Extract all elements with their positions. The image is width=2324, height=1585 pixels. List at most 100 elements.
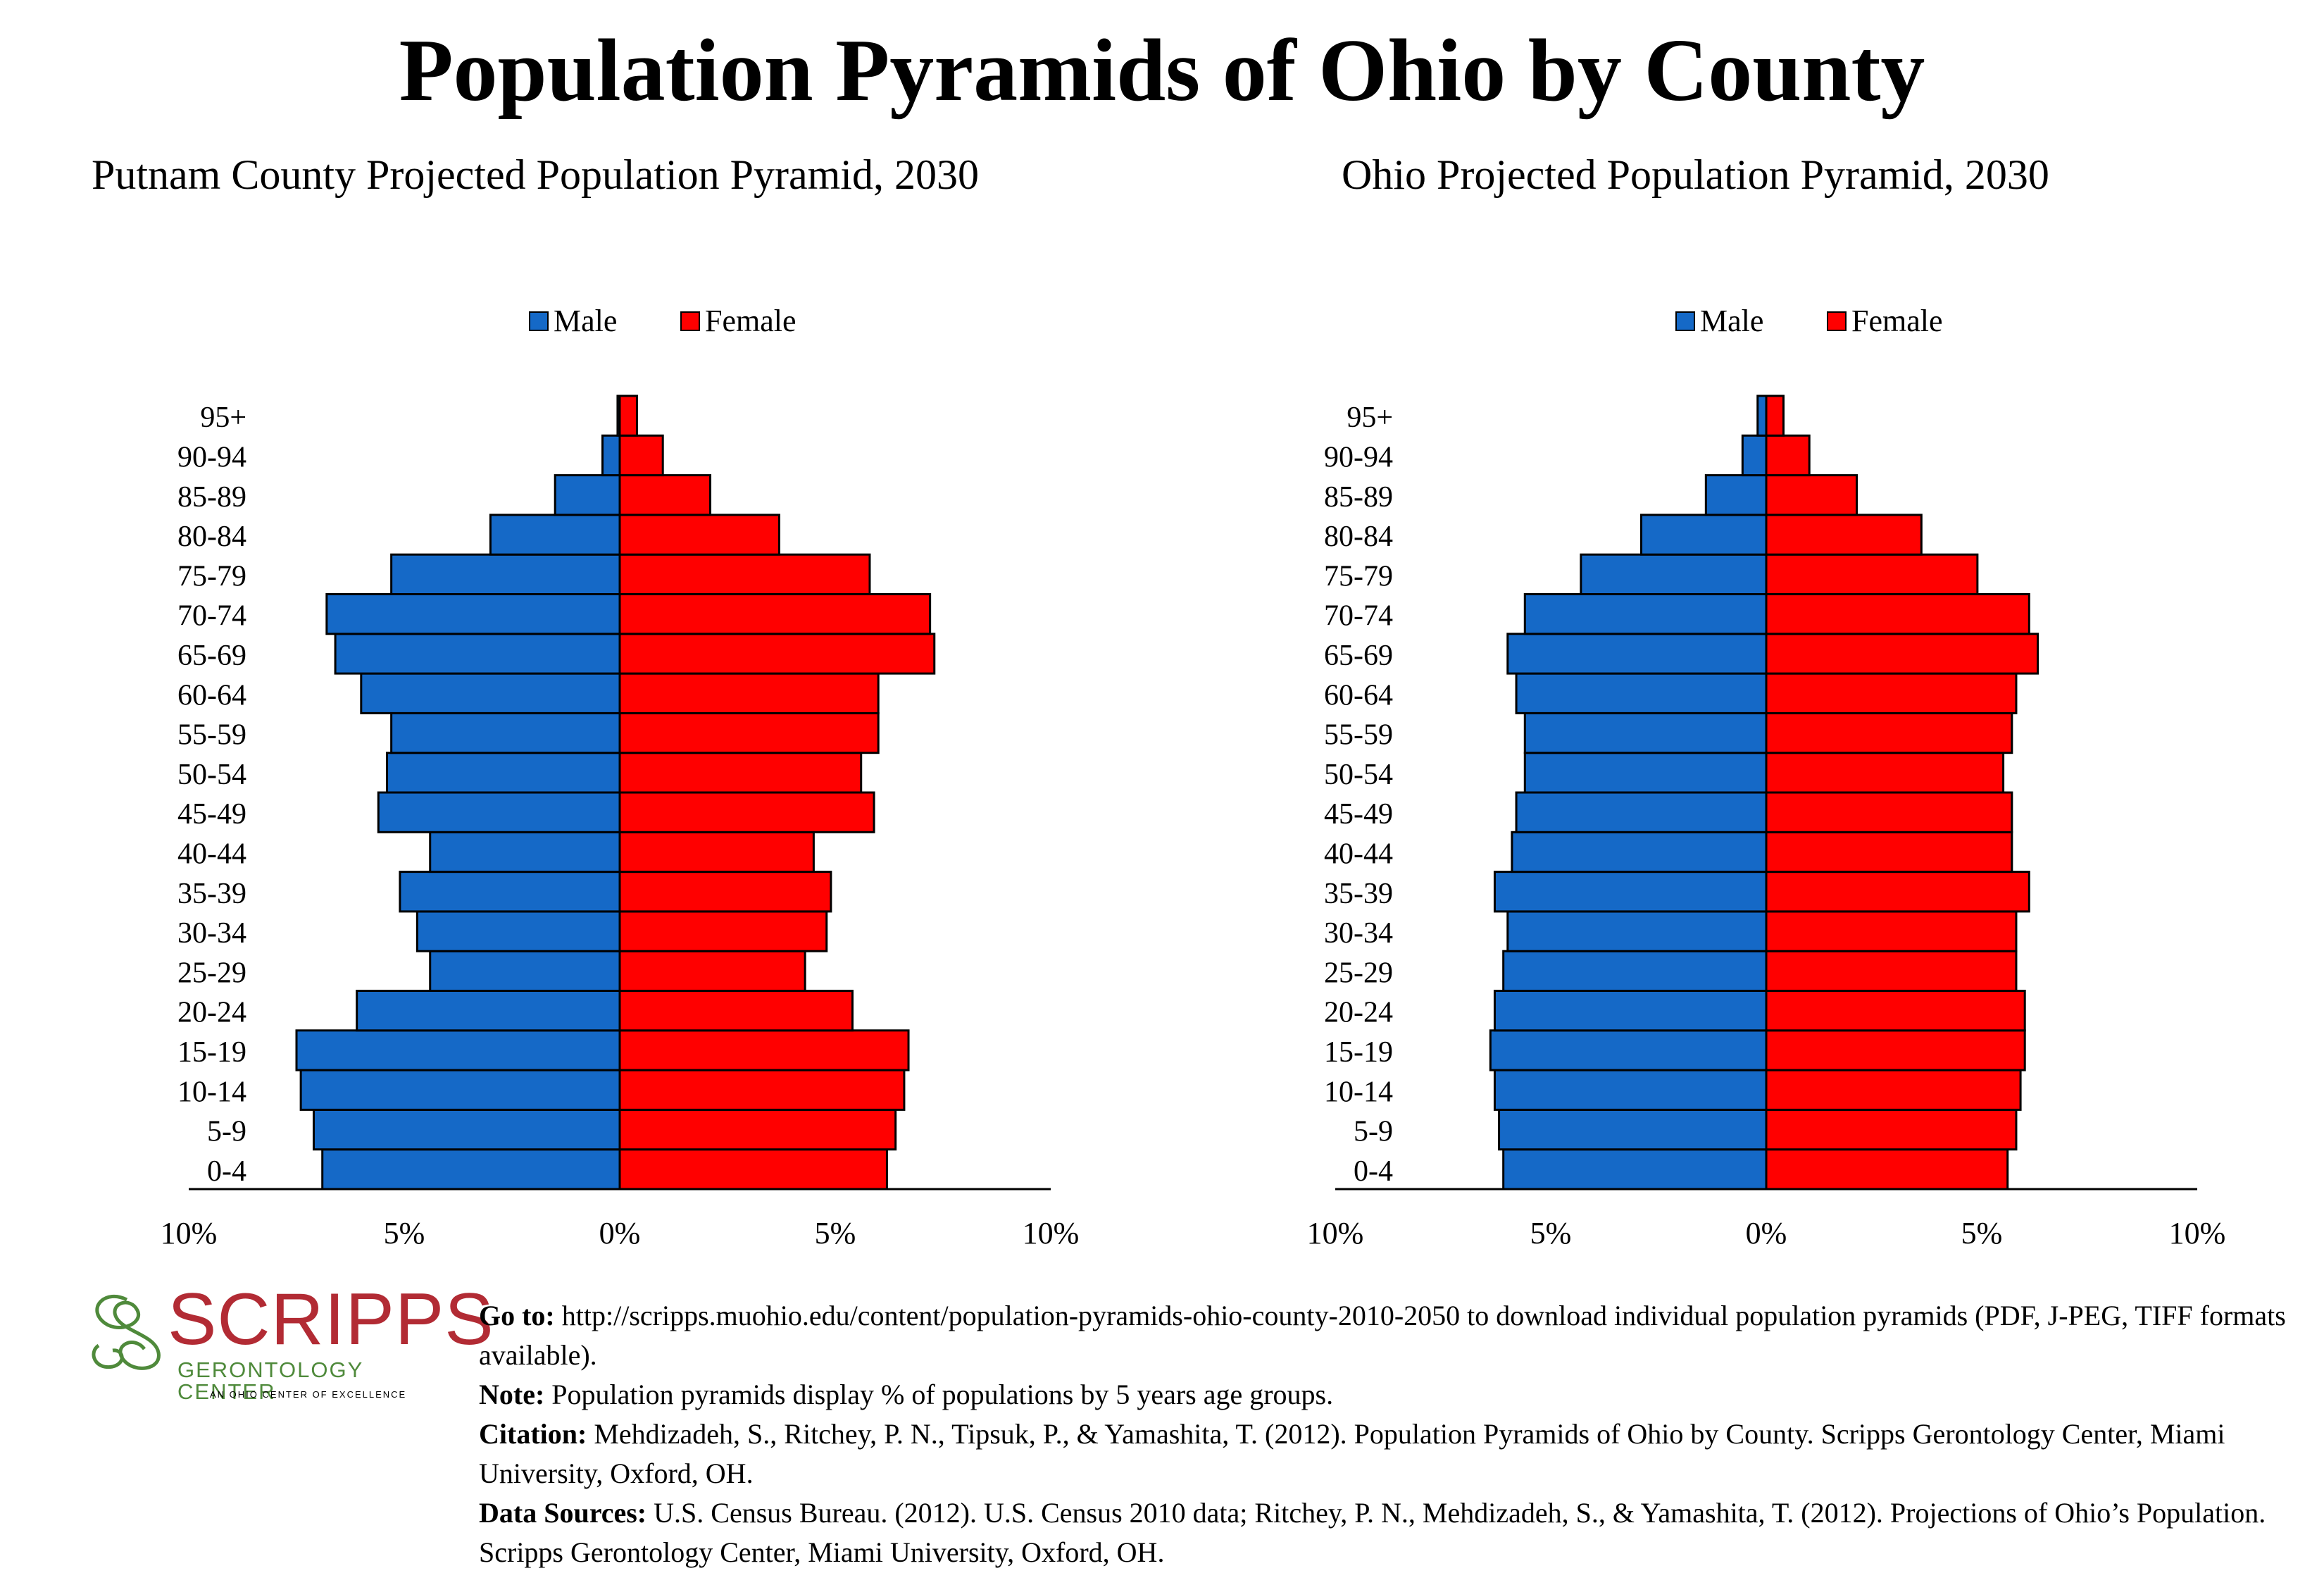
female-bar [618,871,832,913]
male-bar [1756,394,1768,437]
male-bar [1515,672,1768,714]
sources-text: U.S. Census Bureau. (2012). U.S. Census … [479,1497,2266,1568]
age-group-label: 20-24 [177,997,246,1029]
x-tick-label: 5% [1530,1216,1572,1250]
male-bar [321,1148,621,1191]
legend: Male Female [1675,304,1943,338]
female-bar [618,1069,906,1111]
age-group-label: 40-44 [1324,838,1393,870]
female-bar [618,553,871,596]
age-group-label: 25-29 [177,957,246,989]
age-group-label: 65-69 [177,640,246,672]
male-bar [386,752,621,794]
legend-swatch-female [1827,311,1847,331]
female-bar [1765,990,2026,1032]
x-tick-label: 10% [1307,1216,1364,1250]
x-tick-label: 5% [815,1216,856,1250]
citation-text: Mehdizadeh, S., Ritchey, P. N., Tipsuk, … [479,1418,2225,1489]
chart-title: Putnam County Projected Population Pyram… [92,151,979,198]
age-group-label: 70-74 [1324,600,1393,633]
female-bar [618,990,854,1032]
male-bar [399,871,621,913]
female-bar [1765,553,1979,596]
legend-swatch-male [529,311,549,331]
female-bar [1765,633,2039,675]
logo-name: SCRIPPS [168,1279,494,1360]
pyramid-chart-1: Putnam County Projected Population Pyram… [92,151,1079,1250]
x-tick-label: 10% [2169,1216,2226,1250]
age-group-label: 10-14 [177,1076,246,1108]
age-group-label: 90-94 [1324,441,1393,473]
male-bar [1523,593,1768,635]
female-bar [618,831,815,874]
male-bar [1511,831,1768,874]
male-bar [1704,474,1768,516]
sources-label: Data Sources: [479,1497,647,1529]
female-bar [1765,711,2013,754]
male-bar [429,950,621,992]
female-bar [1765,791,2013,833]
x-tick-label: 0% [599,1216,641,1250]
age-group-label: 75-79 [177,560,246,592]
female-bar [618,672,880,714]
female-bar [1765,910,2018,952]
age-group-label: 0-4 [207,1155,246,1188]
data-sources: Data Sources: U.S. Census Bureau. (2012)… [479,1493,2310,1572]
x-tick-label: 0% [1746,1216,1787,1250]
page-title: Population Pyramids of Ohio by County [399,22,1925,120]
age-group-label: 30-34 [177,917,246,950]
age-group-label: 50-54 [1324,759,1393,791]
age-group-label: 30-34 [1324,917,1393,950]
x-tick-label: 5% [1961,1216,2003,1250]
male-bar [416,910,621,952]
female-bar [618,474,712,516]
legend-swatch-female [680,311,700,331]
female-bar [1765,514,1923,556]
age-group-label: 5-9 [207,1116,246,1148]
female-bar [1765,434,1811,477]
age-group-label: 95+ [200,402,246,434]
age-group-label: 80-84 [1324,521,1393,553]
female-bar [618,711,880,754]
male-bar [1580,553,1768,596]
age-group-label: 25-29 [1324,957,1393,989]
female-bar [618,950,806,992]
age-group-label: 40-44 [177,838,246,870]
male-bar [1502,1148,1768,1191]
male-bar [390,711,621,754]
male-bar [334,633,621,675]
age-group-label: 15-19 [177,1036,246,1069]
age-group-label: 10-14 [1324,1076,1393,1108]
legend-swatch-male [1675,311,1695,331]
pyramid-chart-2: Ohio Projected Population Pyramid, 2030 M… [1307,151,2226,1250]
male-bar [1489,1029,1768,1071]
age-group-label: 95+ [1347,402,1393,434]
female-bar [618,791,875,833]
male-bar [1493,990,1768,1032]
age-group-label: 45-49 [177,798,246,831]
female-bar [618,910,828,952]
male-bar [1523,711,1768,754]
female-bar [1765,1148,2009,1191]
female-bar [618,1148,888,1191]
age-group-label: 55-59 [1324,719,1393,752]
female-bar [1765,1029,2026,1071]
scripps-swirl-icon [92,1294,161,1370]
note-label: Note: [479,1379,545,1410]
x-tick-label: 10% [161,1216,218,1250]
male-bar [356,990,621,1032]
age-group-label: 55-59 [177,719,246,752]
age-group-label: 45-49 [1324,798,1393,831]
female-bar [1765,672,2018,714]
age-group-label: 0-4 [1354,1155,1393,1188]
male-bar [1506,633,1768,675]
legend-label-male: Male [554,304,617,338]
age-group-label: 60-64 [1324,679,1393,711]
male-bar [1502,950,1768,992]
female-bar [1765,1108,2018,1151]
male-bar [1493,1069,1768,1111]
male-bar [1523,752,1768,794]
female-bar [618,633,936,675]
male-bar [601,434,621,477]
female-bar [618,593,932,635]
